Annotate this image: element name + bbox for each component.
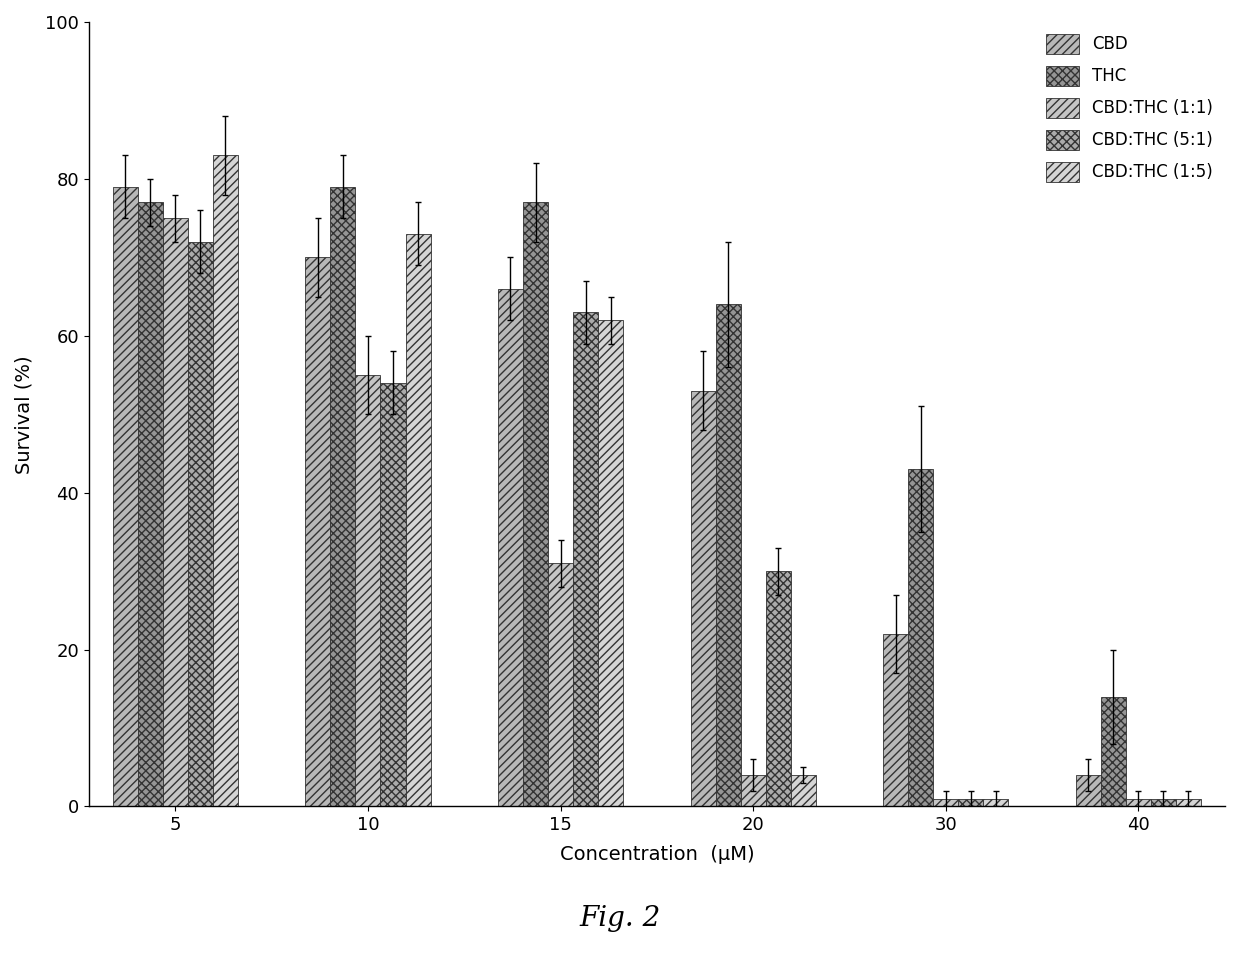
Bar — [305, 257, 330, 806]
Bar — [162, 218, 188, 806]
Bar — [356, 375, 381, 806]
Bar — [598, 320, 624, 806]
Bar — [983, 798, 1008, 806]
Bar — [740, 775, 765, 806]
Bar — [330, 187, 356, 806]
Bar — [573, 313, 598, 806]
Bar — [883, 634, 908, 806]
Bar — [1126, 798, 1151, 806]
Bar — [405, 234, 430, 806]
Bar — [138, 202, 162, 806]
Bar — [523, 202, 548, 806]
Text: Fig. 2: Fig. 2 — [579, 905, 661, 932]
Bar — [548, 564, 573, 806]
Bar — [715, 305, 740, 806]
Y-axis label: Survival (%): Survival (%) — [15, 355, 33, 474]
Legend: CBD, THC, CBD:THC (1:1), CBD:THC (5:1), CBD:THC (1:5): CBD, THC, CBD:THC (1:1), CBD:THC (5:1), … — [1039, 27, 1220, 189]
Bar — [1151, 798, 1176, 806]
Bar — [113, 187, 138, 806]
Bar — [498, 289, 523, 806]
Bar — [908, 469, 934, 806]
Bar — [381, 383, 405, 806]
Bar — [934, 798, 959, 806]
Bar — [188, 241, 213, 806]
Bar — [213, 155, 238, 806]
Bar — [959, 798, 983, 806]
Bar — [791, 775, 816, 806]
X-axis label: Concentration  (μM): Concentration (μM) — [559, 845, 754, 865]
Bar — [1176, 798, 1200, 806]
Bar — [691, 391, 715, 806]
Bar — [1076, 775, 1101, 806]
Bar — [1101, 697, 1126, 806]
Bar — [765, 572, 791, 806]
